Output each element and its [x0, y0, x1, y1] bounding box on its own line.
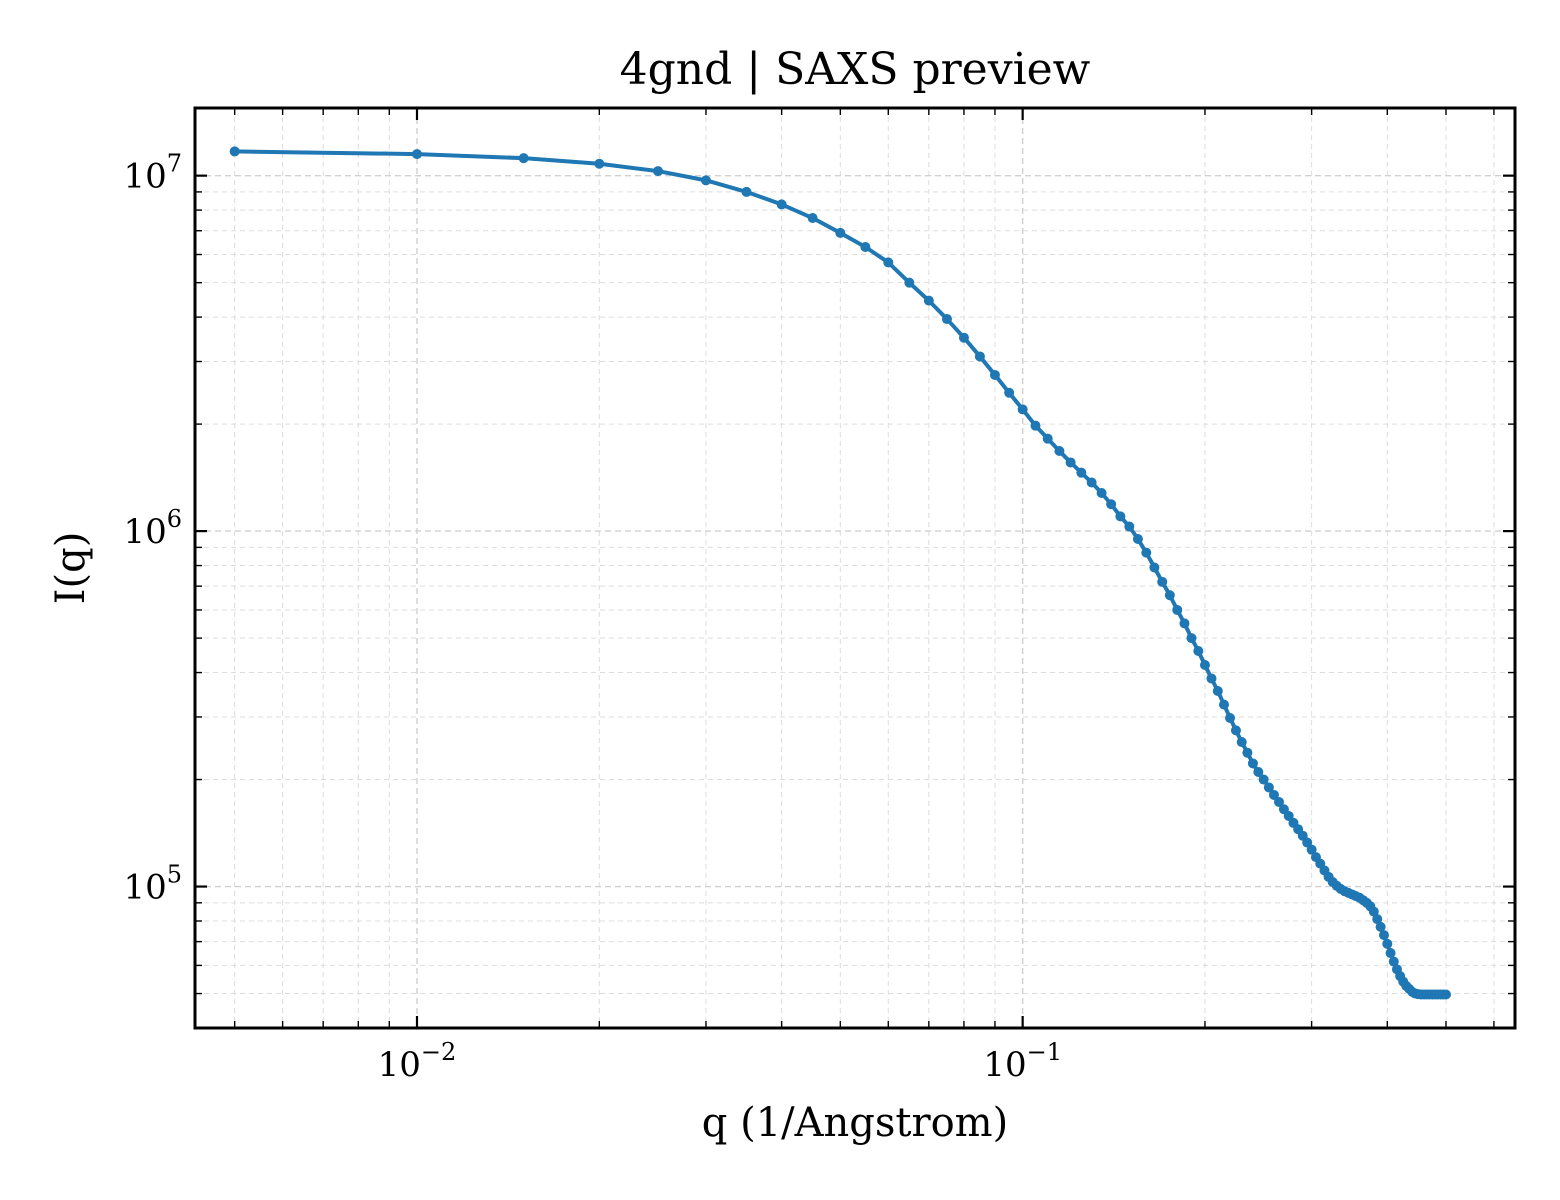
data-point	[741, 186, 752, 197]
plot-frame	[193, 106, 1517, 1030]
data-point	[1149, 562, 1160, 573]
data-point	[1132, 534, 1143, 545]
data-point	[1218, 699, 1229, 710]
data-point	[1164, 590, 1175, 601]
data-point	[1230, 725, 1241, 736]
data-point	[1306, 844, 1317, 855]
series-layer	[229, 146, 1451, 1000]
data-point	[1179, 618, 1190, 629]
data-point	[1206, 673, 1217, 684]
data-point	[807, 213, 818, 224]
data-point	[1247, 758, 1258, 769]
data-point	[1115, 511, 1126, 522]
data-point	[1193, 645, 1204, 656]
chart-title: 4gnd | SAXS preview	[620, 44, 1091, 95]
data-point	[1225, 712, 1236, 723]
data-point	[904, 277, 915, 288]
data-point	[1368, 906, 1379, 917]
grid-lines	[195, 108, 1515, 1029]
data-point	[1283, 810, 1294, 821]
data-point	[835, 227, 846, 238]
data-point	[1263, 782, 1274, 793]
data-point	[1096, 487, 1107, 498]
data-point	[1076, 467, 1087, 478]
data-point	[1242, 747, 1253, 758]
data-point	[923, 295, 934, 306]
data-point	[860, 241, 871, 252]
data-point	[1065, 457, 1076, 468]
data-point	[1382, 938, 1393, 949]
data-point	[653, 166, 664, 177]
data-point	[411, 149, 422, 160]
data-point	[1141, 547, 1152, 558]
data-point	[1440, 989, 1451, 1000]
data-point	[1268, 789, 1279, 800]
data-point	[700, 175, 711, 186]
data-point	[776, 199, 787, 210]
data-point	[229, 146, 240, 157]
data-point	[1388, 956, 1399, 967]
data-point	[1172, 604, 1183, 615]
y-tick-label: 105	[123, 861, 182, 908]
data-point	[1086, 477, 1097, 488]
data-point	[1372, 914, 1383, 925]
data-point	[1157, 576, 1168, 587]
data-point	[1212, 685, 1223, 696]
data-point	[1017, 404, 1028, 415]
data-point	[1385, 948, 1396, 959]
data-point	[1106, 499, 1117, 510]
data-point	[958, 332, 969, 343]
data-point	[1253, 767, 1264, 778]
data-point	[1273, 796, 1284, 807]
data-point	[883, 257, 894, 268]
data-point	[594, 158, 605, 169]
data-point	[1186, 633, 1197, 644]
data-point	[518, 153, 529, 164]
data-point	[1124, 521, 1135, 532]
data-point	[1302, 837, 1313, 848]
data-point	[1004, 387, 1015, 398]
data-point	[1030, 420, 1041, 431]
data-point	[1258, 774, 1269, 785]
data-point	[1378, 930, 1389, 941]
y-tick-label: 106	[123, 505, 182, 552]
x-tick-label: 10−2	[378, 1038, 457, 1085]
data-point	[1375, 921, 1386, 932]
data-point	[1236, 737, 1247, 748]
x-tick-label: 10−1	[983, 1038, 1062, 1085]
data-point	[974, 351, 985, 362]
data-point	[1199, 660, 1210, 671]
y-tick-label: 107	[123, 150, 182, 197]
data-point	[941, 314, 952, 325]
data-point	[1054, 446, 1065, 457]
data-point	[989, 369, 1000, 380]
y-axis-label: I(q)	[48, 532, 94, 605]
x-axis-label: q (1/Angstrom)	[702, 1100, 1008, 1146]
data-point	[1042, 433, 1053, 444]
